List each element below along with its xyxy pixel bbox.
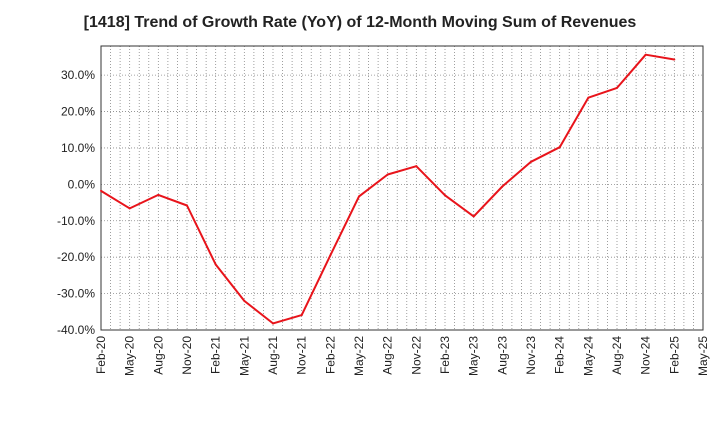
x-tick-label: May-23 [467, 336, 481, 376]
data-point [587, 96, 590, 99]
data-point [157, 193, 160, 196]
x-tick-label: Nov-21 [295, 336, 309, 375]
data-point [472, 215, 475, 218]
data-point [329, 254, 332, 257]
x-tick-label: May-25 [696, 336, 710, 376]
plot-frame [100, 45, 704, 331]
x-tick-label: Feb-25 [667, 336, 681, 374]
data-point [272, 322, 274, 325]
data-point [616, 86, 618, 89]
x-tick-label: Nov-20 [180, 336, 194, 375]
y-tick-label: -40.0% [57, 323, 95, 337]
x-tick-label: Nov-22 [409, 336, 423, 375]
y-tick-label: 30.0% [61, 68, 95, 82]
x-tick-label: Aug-22 [381, 336, 395, 375]
y-tick-label: -20.0% [57, 250, 95, 264]
data-point [100, 189, 102, 192]
y-tick-label: 20.0% [61, 105, 95, 119]
data-point [386, 173, 389, 176]
x-tick-label: Feb-20 [94, 336, 108, 374]
x-tick-label: May-20 [123, 336, 137, 376]
data-point [644, 53, 647, 56]
x-axis: Feb-20 May-20 Aug-20 Nov-20 Feb-21 May-21 Aug-… [94, 336, 710, 376]
x-tick-label: Aug-24 [610, 336, 624, 375]
x-tick-label: Aug-21 [266, 336, 280, 375]
data-point [415, 165, 418, 168]
data-point [444, 194, 446, 197]
x-tick-label: May-21 [237, 336, 251, 376]
y-axis: 30.0% 20.0% 10.0% 0.0% -10.0% -20.0% -30.0% -40… [57, 68, 95, 337]
y-tick-label: -10.0% [57, 214, 95, 228]
data-point [358, 195, 360, 198]
data-point [243, 299, 246, 302]
x-tick-label: Nov-23 [524, 336, 538, 375]
x-tick-label: Feb-21 [209, 336, 223, 374]
data-point [300, 314, 303, 317]
data-point [128, 207, 131, 210]
x-tick-label: May-22 [352, 336, 366, 376]
x-tick-label: May-24 [581, 336, 595, 376]
x-tick-label: Nov-24 [639, 336, 653, 375]
data-point [558, 146, 561, 149]
y-tick-label: 0.0% [68, 177, 96, 191]
data-point [186, 204, 188, 207]
chart-title: [1418] Trend of Growth Rate (YoY) of 12-… [83, 14, 637, 31]
data-point [214, 263, 217, 266]
x-tick-label: Aug-23 [495, 336, 509, 375]
x-tick-label: Feb-22 [323, 336, 337, 374]
series-group [100, 53, 676, 325]
x-tick-label: Feb-24 [553, 336, 567, 374]
data-point [530, 160, 532, 163]
x-tick-label: Feb-23 [438, 336, 452, 374]
y-tick-label: -30.0% [57, 287, 95, 301]
data-point [673, 58, 676, 61]
data-point [501, 185, 504, 188]
x-tick-label: Aug-20 [151, 336, 165, 375]
y-tick-label: 10.0% [61, 141, 95, 155]
